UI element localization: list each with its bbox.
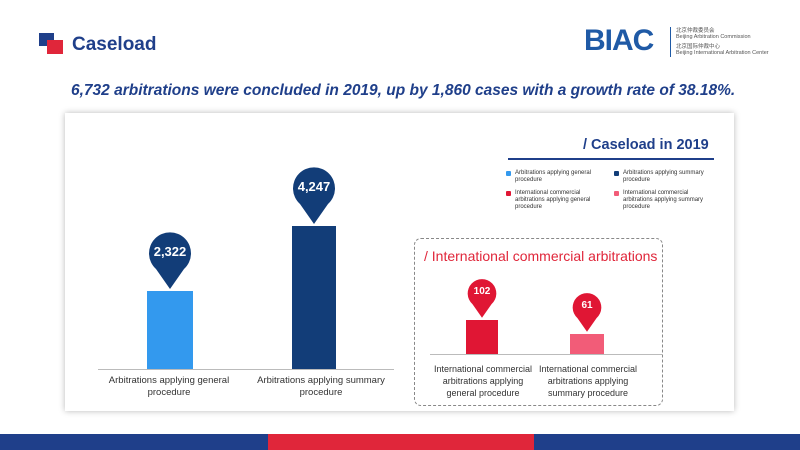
footer-segment-left bbox=[0, 434, 268, 450]
value-label-intl-summary: 61 bbox=[581, 299, 593, 311]
page-title: Caseload bbox=[72, 34, 157, 55]
brand-line-2: Beijing Arbitration Commission bbox=[676, 34, 751, 40]
category-label-summary: Arbitrations applying summary procedure bbox=[257, 375, 385, 398]
footer-stripe bbox=[0, 434, 800, 450]
intl-chart-baseline bbox=[430, 354, 662, 355]
value-pin-general: 2,322 bbox=[148, 231, 192, 289]
bar-intl-summary bbox=[570, 333, 604, 354]
value-label-general: 2,322 bbox=[153, 243, 187, 259]
legend-swatch-intl-general bbox=[506, 191, 511, 196]
legend-swatch-intl-summary bbox=[614, 191, 619, 196]
value-pin-intl-general: 102 bbox=[467, 278, 497, 318]
title-rule bbox=[508, 158, 714, 160]
main-chart-baseline bbox=[98, 369, 394, 370]
legend-item-summary: Arbitrations applying summary procedure bbox=[614, 170, 715, 184]
brand-line-1: 北京仲裁委员会 bbox=[676, 28, 715, 34]
footer-segment-middle bbox=[268, 434, 534, 450]
bar-intl-general bbox=[466, 320, 498, 354]
brand-divider bbox=[670, 27, 671, 57]
headline: 6,732 arbitrations were concluded in 201… bbox=[71, 82, 736, 99]
bar-summary bbox=[292, 226, 336, 369]
legend-swatch-summary bbox=[614, 171, 619, 176]
category-label-intl-general: International commercial arbitrations ap… bbox=[433, 364, 533, 398]
legend-item-intl-summary: International commercial arbitrations ap… bbox=[614, 190, 719, 211]
value-label-summary: 4,247 bbox=[297, 179, 331, 194]
brand-mark: BIAC bbox=[584, 24, 654, 57]
legend-label-intl-general: International commercial arbitrations ap… bbox=[515, 190, 591, 210]
legend-item-intl-general: International commercial arbitrations ap… bbox=[506, 190, 611, 211]
legend-item-general: Arbitrations applying general procedure bbox=[506, 170, 607, 184]
legend-label-intl-summary: International commercial arbitrations ap… bbox=[623, 190, 704, 210]
category-label-general: Arbitrations applying general procedure bbox=[108, 375, 230, 398]
brand-logo: BIAC 北京仲裁委员会 Beijing Arbitration Commiss… bbox=[584, 22, 784, 62]
chart-title: / Caseload in 2019 bbox=[583, 137, 709, 153]
legend: Arbitrations applying general procedure … bbox=[506, 170, 716, 220]
intl-chart-title: / International commercial arbitrations bbox=[424, 248, 658, 264]
intl-group-box bbox=[414, 238, 663, 406]
bar-general bbox=[147, 290, 193, 369]
legend-label-summary: Arbitrations applying summary procedure bbox=[623, 170, 704, 183]
value-label-intl-general: 102 bbox=[473, 286, 491, 297]
footer-segment-right bbox=[534, 434, 800, 450]
brand-line-3: 北京国际仲裁中心 bbox=[676, 44, 721, 50]
caseload-logo-icon bbox=[39, 33, 65, 55]
value-pin-summary: 4,247 bbox=[292, 166, 336, 224]
legend-label-general: Arbitrations applying general procedure bbox=[515, 170, 592, 183]
value-pin-intl-summary: 61 bbox=[572, 292, 602, 332]
legend-swatch-general bbox=[506, 171, 511, 176]
category-label-intl-summary: International commercial arbitrations ap… bbox=[538, 364, 638, 398]
brand-line-4: Beijing International Arbitration Center bbox=[676, 50, 769, 56]
